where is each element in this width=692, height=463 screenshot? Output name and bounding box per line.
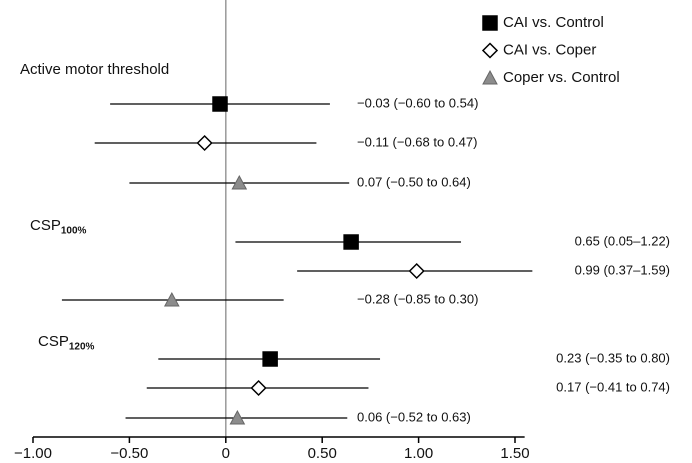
- legend-label: Coper vs. Control: [503, 69, 620, 86]
- group-subscript: 120%: [69, 342, 95, 353]
- marker: [196, 134, 213, 152]
- group-label: Active motor threshold: [20, 61, 169, 78]
- x-tick-label: 1.00: [404, 445, 433, 462]
- x-tick-label: −1.00: [14, 445, 52, 462]
- marker: [231, 174, 248, 190]
- group-label: CSP: [38, 333, 69, 350]
- value-label: −0.28 (−0.85 to 0.30): [357, 291, 478, 306]
- marker: [229, 409, 246, 425]
- marker: [481, 42, 499, 59]
- x-tick-label: 0: [222, 445, 230, 462]
- value-label: 0.07 (−0.50 to 0.64): [357, 174, 471, 189]
- legend-label: CAI vs. Control: [503, 14, 604, 31]
- x-tick-label: −0.50: [110, 445, 148, 462]
- marker: [262, 351, 278, 367]
- marker: [482, 15, 498, 31]
- marker: [343, 234, 359, 250]
- marker: [482, 69, 498, 85]
- x-tick-label: 1.50: [500, 445, 529, 462]
- group-subscript: 100%: [61, 226, 87, 237]
- value-label: −0.03 (−0.60 to 0.54): [357, 95, 478, 110]
- marker: [163, 291, 180, 307]
- legend-label: CAI vs. Coper: [503, 41, 596, 58]
- value-label: 0.17 (−0.41 to 0.74): [556, 379, 670, 394]
- value-label: −0.11 (−0.68 to 0.47): [357, 134, 477, 149]
- marker: [212, 96, 228, 112]
- marker: [408, 262, 425, 280]
- value-label: 0.65 (0.05–1.22): [575, 233, 670, 248]
- group-label: CSP: [30, 217, 61, 234]
- value-label: 0.23 (−0.35 to 0.80): [556, 350, 670, 365]
- x-tick-label: 0.50: [308, 445, 337, 462]
- value-label: 0.06 (−0.52 to 0.63): [357, 409, 471, 424]
- value-label: 0.99 (0.37–1.59): [575, 262, 670, 277]
- marker: [250, 379, 267, 397]
